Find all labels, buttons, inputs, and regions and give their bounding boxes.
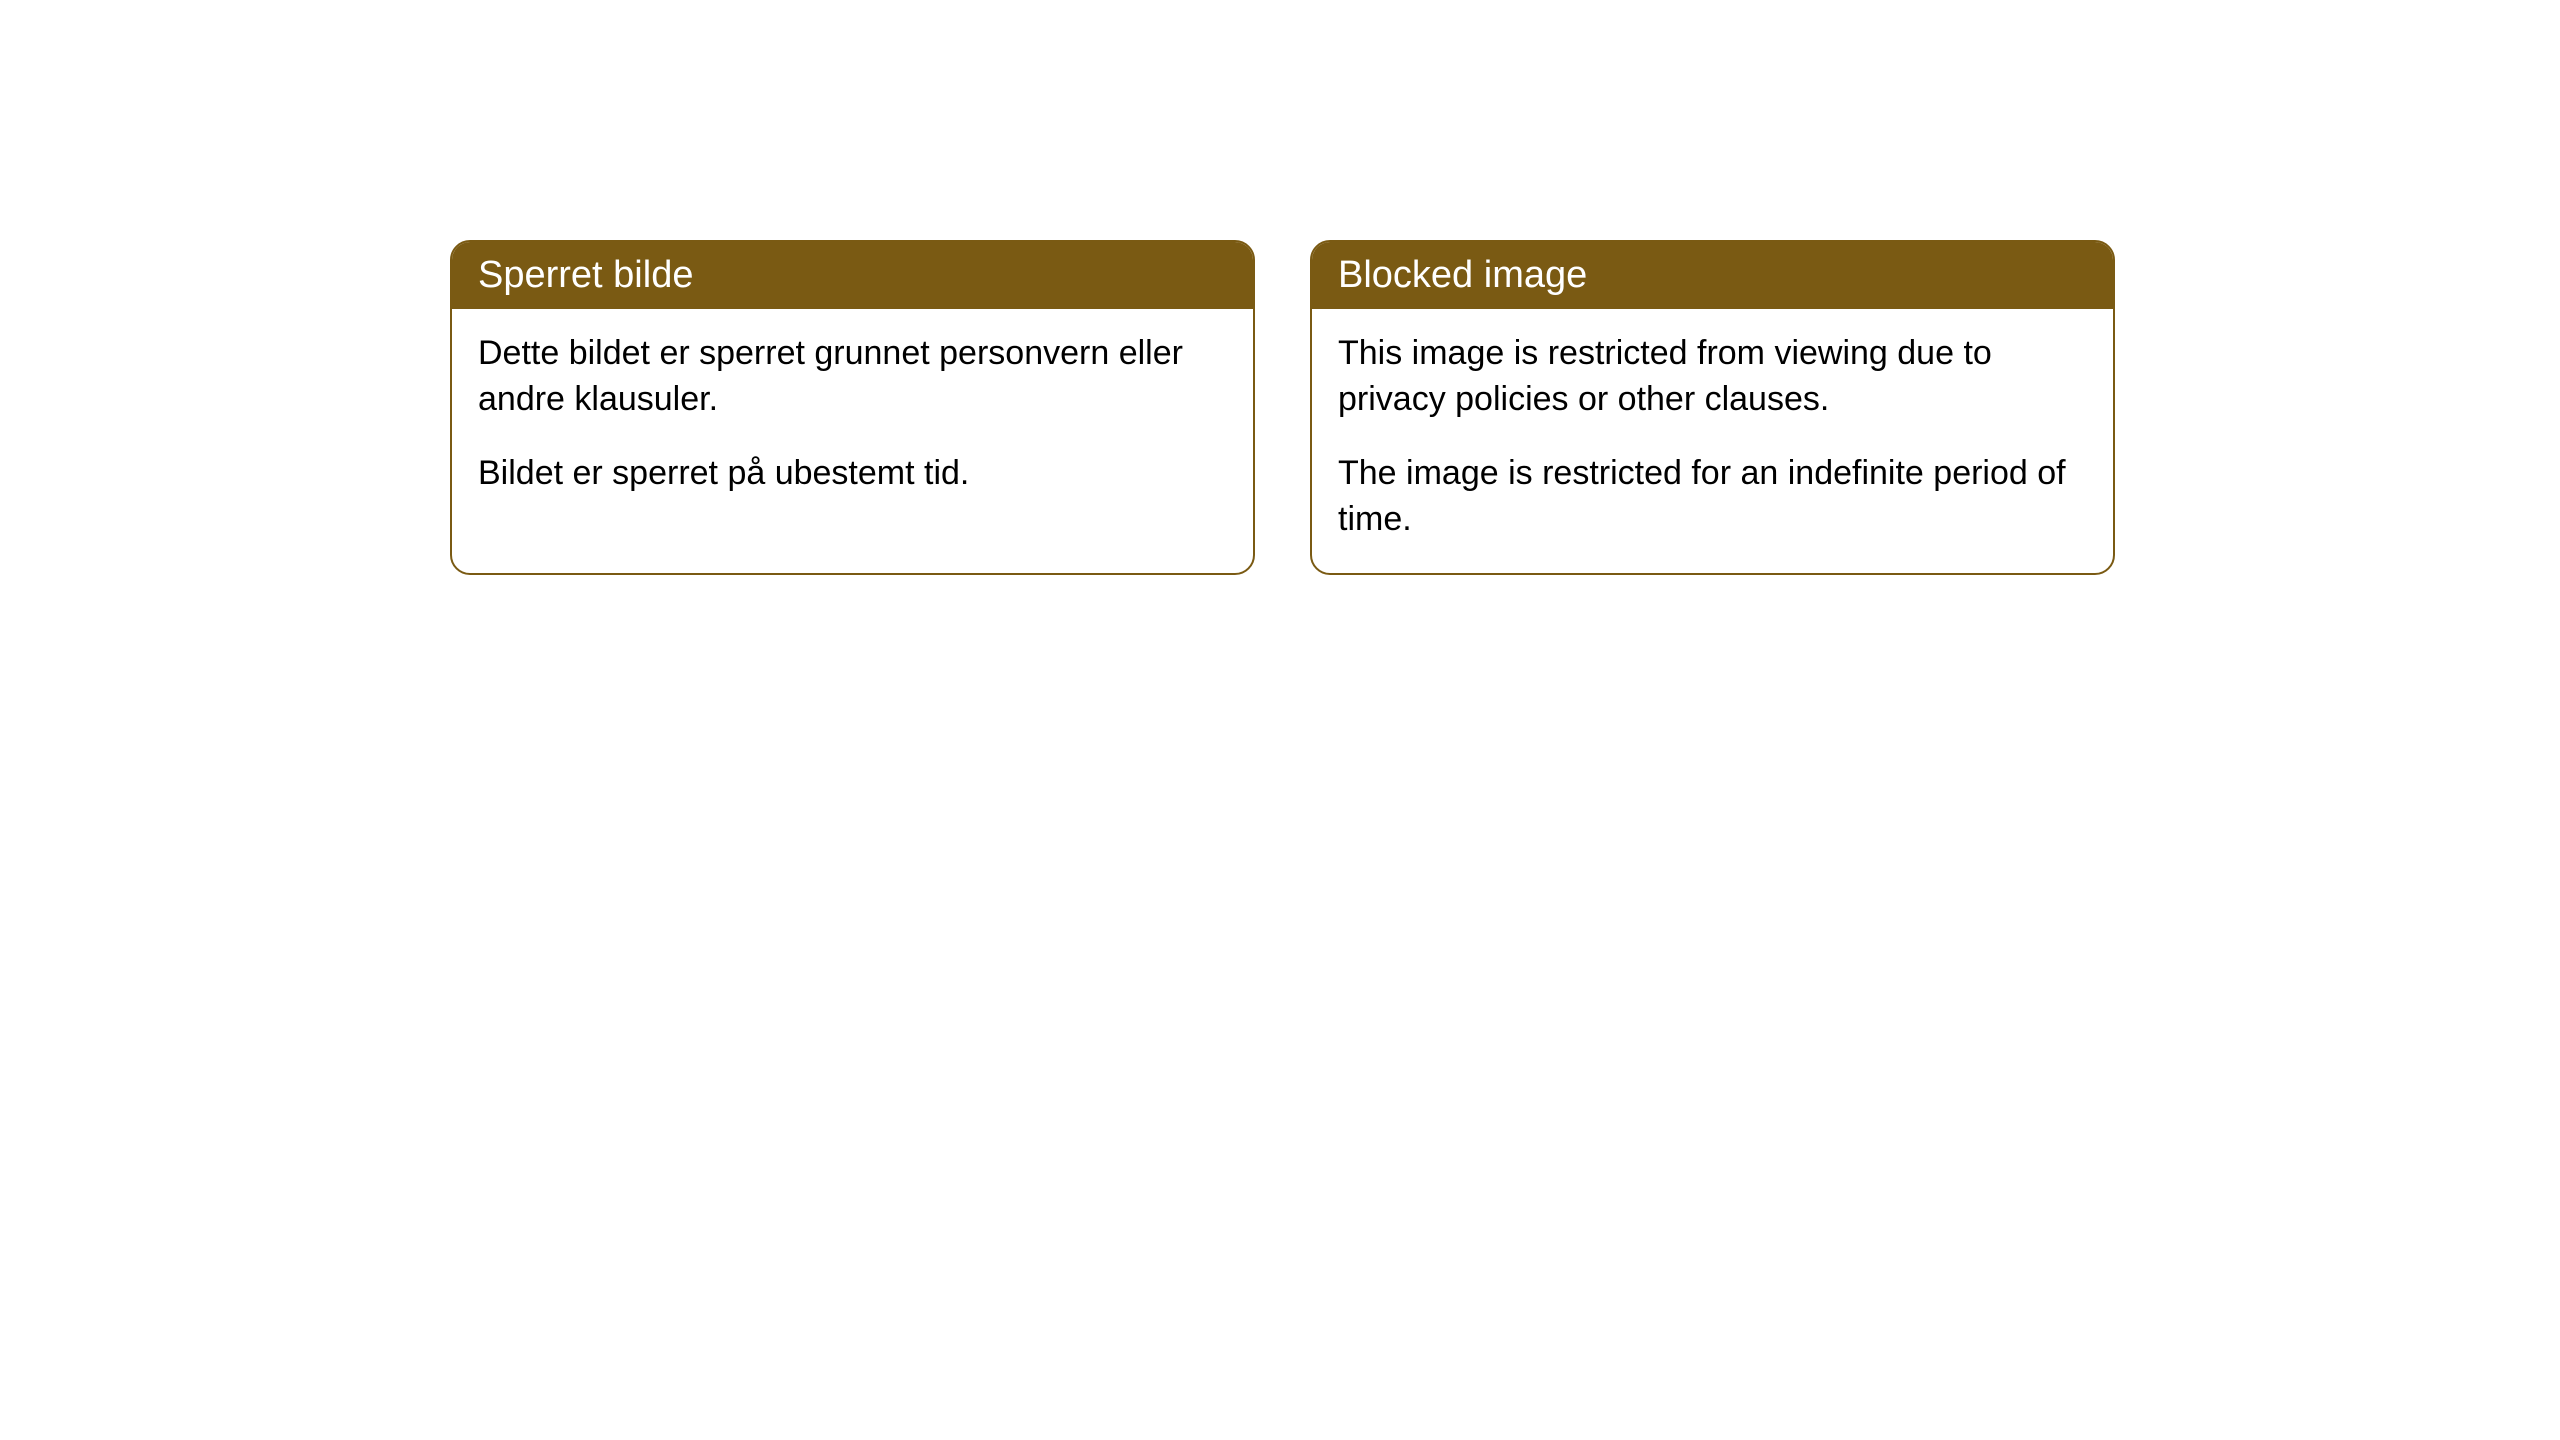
card-body: Dette bildet er sperret grunnet personve… xyxy=(452,309,1253,527)
notice-card-english: Blocked image This image is restricted f… xyxy=(1310,240,2115,575)
card-paragraph: The image is restricted for an indefinit… xyxy=(1338,451,2087,543)
card-title: Sperret bilde xyxy=(478,254,693,296)
card-paragraph: Dette bildet er sperret grunnet personve… xyxy=(478,331,1227,423)
card-body: This image is restricted from viewing du… xyxy=(1312,309,2113,573)
card-paragraph: This image is restricted from viewing du… xyxy=(1338,331,2087,423)
notice-card-norwegian: Sperret bilde Dette bildet er sperret gr… xyxy=(450,240,1255,575)
card-header: Sperret bilde xyxy=(452,242,1253,309)
card-paragraph: Bildet er sperret på ubestemt tid. xyxy=(478,451,1227,497)
card-title: Blocked image xyxy=(1338,254,1587,296)
card-header: Blocked image xyxy=(1312,242,2113,309)
notice-cards-container: Sperret bilde Dette bildet er sperret gr… xyxy=(450,240,2115,575)
